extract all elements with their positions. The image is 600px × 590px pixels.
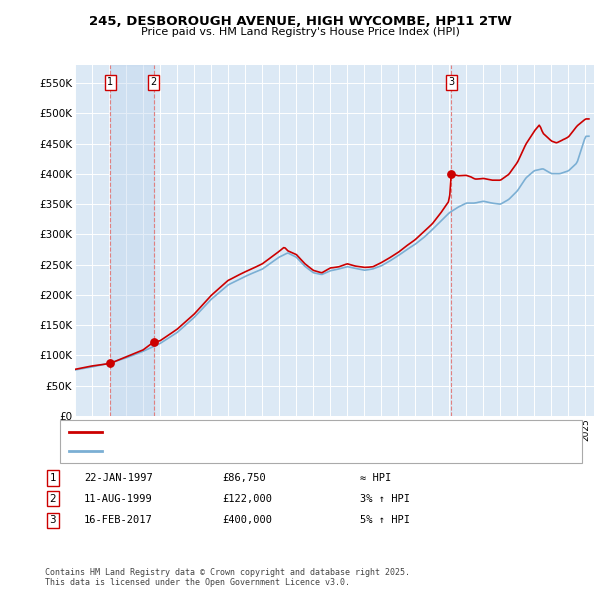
- Point: [446, 169, 456, 179]
- Text: 2: 2: [49, 494, 56, 503]
- Text: 22-JAN-1997: 22-JAN-1997: [84, 473, 153, 483]
- Bar: [110, 65, 154, 416]
- Text: 3: 3: [448, 77, 454, 87]
- Text: 5% ↑ HPI: 5% ↑ HPI: [360, 516, 410, 525]
- Text: 1: 1: [49, 473, 56, 483]
- Text: 1: 1: [107, 77, 113, 87]
- Text: 16-FEB-2017: 16-FEB-2017: [84, 516, 153, 525]
- Text: £122,000: £122,000: [222, 494, 272, 503]
- Text: £400,000: £400,000: [222, 516, 272, 525]
- Text: 245, DESBOROUGH AVENUE, HIGH WYCOMBE, HP11 2TW: 245, DESBOROUGH AVENUE, HIGH WYCOMBE, HP…: [89, 15, 511, 28]
- Text: 2: 2: [151, 77, 157, 87]
- Text: 11-AUG-1999: 11-AUG-1999: [84, 494, 153, 503]
- Text: 3: 3: [49, 516, 56, 525]
- Text: 245, DESBOROUGH AVENUE, HIGH WYCOMBE, HP11 2TW (semi-detached house): 245, DESBOROUGH AVENUE, HIGH WYCOMBE, HP…: [108, 428, 491, 437]
- Text: 3% ↑ HPI: 3% ↑ HPI: [360, 494, 410, 503]
- Text: ≈ HPI: ≈ HPI: [360, 473, 391, 483]
- Text: Price paid vs. HM Land Registry's House Price Index (HPI): Price paid vs. HM Land Registry's House …: [140, 27, 460, 37]
- Text: Contains HM Land Registry data © Crown copyright and database right 2025.
This d: Contains HM Land Registry data © Crown c…: [45, 568, 410, 587]
- Text: £86,750: £86,750: [222, 473, 266, 483]
- Point: [106, 359, 115, 368]
- Text: HPI: Average price, semi-detached house, Buckinghamshire: HPI: Average price, semi-detached house,…: [108, 447, 392, 455]
- Point: [149, 337, 158, 347]
